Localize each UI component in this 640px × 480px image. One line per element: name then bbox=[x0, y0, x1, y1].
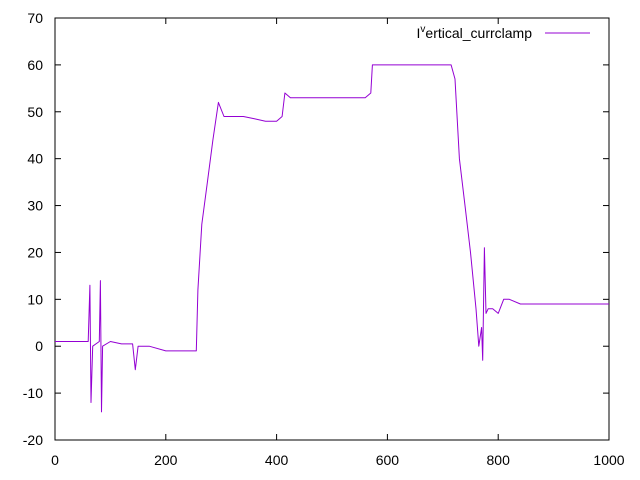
x-axis-ticks: 0 200 400 600 800 1000 bbox=[51, 18, 625, 468]
y-tick-label: 0 bbox=[35, 338, 43, 354]
series-line-0 bbox=[55, 64, 609, 413]
y-tick-label: -10 bbox=[23, 385, 43, 401]
y-tick-label: 30 bbox=[27, 198, 43, 214]
legend: Ivertical_currclamp bbox=[417, 24, 590, 41]
legend-label-main: I bbox=[417, 25, 421, 41]
y-tick-label: -20 bbox=[23, 432, 43, 448]
legend-label: Ivertical_currclamp bbox=[417, 24, 533, 41]
legend-label-superscript: v bbox=[420, 24, 425, 35]
y-tick-label: 20 bbox=[27, 244, 43, 260]
y-tick-label: 40 bbox=[27, 151, 43, 167]
plot-frame bbox=[54, 17, 610, 441]
x-tick-label: 800 bbox=[487, 452, 511, 468]
y-tick-label: 10 bbox=[27, 291, 43, 307]
y-axis-ticks: -20 -10 0 10 20 30 40 50 60 70 bbox=[23, 10, 609, 448]
y-tick-label: 70 bbox=[27, 10, 43, 26]
x-tick-label: 1000 bbox=[593, 452, 624, 468]
series-group bbox=[55, 64, 609, 413]
y-tick-label: 50 bbox=[27, 104, 43, 120]
x-tick-label: 600 bbox=[376, 452, 400, 468]
x-tick-label: 0 bbox=[51, 452, 59, 468]
x-tick-label: 400 bbox=[265, 452, 289, 468]
legend-label-suffix: ertical_currclamp bbox=[425, 25, 532, 41]
y-tick-label: 60 bbox=[27, 57, 43, 73]
x-tick-label: 200 bbox=[154, 452, 178, 468]
